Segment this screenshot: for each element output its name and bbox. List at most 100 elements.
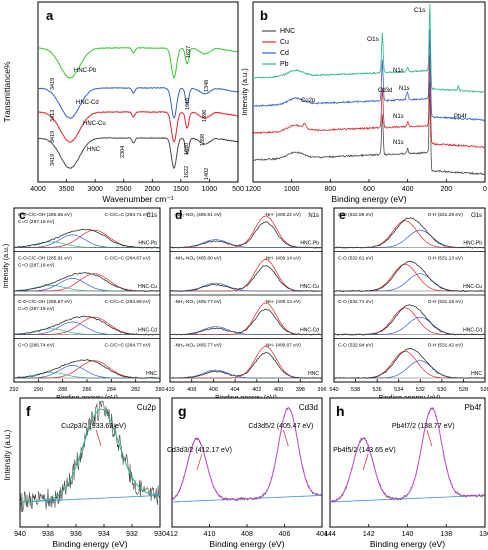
panel-e-row-label: HNC-Pb — [463, 241, 482, 247]
panel-b: b 1200 1000 800 600 400 200 0 Binding energy (… — [240, 1, 487, 204]
panel-e-peak-annotation: O-H (531.18 eV) — [428, 299, 464, 305]
panel-b-x-tick-label: 600 — [363, 186, 375, 193]
panel-f-raw-spectrum — [19, 400, 161, 513]
legend-label-cd: Cd — [280, 50, 289, 57]
panel-e-x-tick-label: 526 — [480, 387, 488, 393]
panel-h-fit-line — [329, 408, 485, 503]
panel-a-series-label-hnc-cu: HNC-Cu — [83, 121, 106, 127]
panel-g-x-tick-label: 406 — [279, 531, 291, 538]
panel-c-envelope-line — [13, 228, 161, 249]
panel-c-row-label: HNC-Cu — [138, 284, 157, 290]
panel-e-peak-annotation: C-O (532.71 eV) — [338, 299, 374, 305]
panel-d-peak-annotation: -NH- (400.14 eV) — [264, 256, 301, 262]
panel-b-x-axis-label: Binding energy (eV) — [331, 194, 406, 204]
panel-d-row-label: HNC-Cu — [300, 284, 319, 290]
panel-g-frame — [171, 397, 323, 528]
panel-c-envelope-line — [13, 272, 161, 292]
panel-h-peak-annotation: Pb4f7/2 (138.77 eV) — [392, 423, 455, 430]
panel-d-x-tick-label: 398 — [296, 387, 305, 393]
panel-e-peak-annotation: O-H (531.29 eV) — [428, 212, 464, 218]
panel-g-x-tick-label: 410 — [204, 531, 216, 538]
panel-a-x-tick-label: 2500 — [116, 186, 132, 193]
panel-h-x-tick-label: 140 — [402, 531, 414, 538]
panel-c-y-axis-label: Intensity (a.u.) — [3, 244, 10, 288]
panel-d-peak-annotation: -NH₂-NO₃ (405.80 eV) — [174, 256, 222, 262]
panel-b-y-axis-label: Intensity (a.u.) — [240, 68, 249, 116]
panel-c-x-tick-label: 292 — [9, 387, 18, 393]
panel-d-row-label: HNC — [308, 371, 319, 377]
panel-d-peak-annotation: -NH₂-NO₃ (405.77 eV) — [174, 343, 222, 349]
panel-b-annotation-cd3d: Cd3d — [378, 88, 392, 94]
panel-e-row-label: HNC-Cu — [463, 284, 482, 290]
panel-h-x-axis-label: Binding energy (eV) — [370, 539, 445, 549]
panel-f-x-tick-label: 936 — [70, 531, 82, 538]
panel-b-x-tick-label: 0 — [483, 186, 487, 193]
panel-g-peak-pointer — [196, 453, 203, 471]
panel-h-x-tick-label: 142 — [363, 531, 375, 538]
panel-f-peak-annotation: Cu2p3/2 (933.63 eV) — [61, 423, 126, 430]
panel-d-x-tick-label: 406 — [209, 387, 218, 393]
panel-f-fit-line — [20, 408, 160, 503]
panel-e-x-tick-label: 540 — [329, 387, 338, 393]
panel-a-peak-annotation: 2304 — [120, 146, 126, 158]
panel-b-annotation-n1s: N1s — [393, 68, 404, 74]
panel-a-peak-annotation: 1348 — [204, 80, 210, 92]
panel-g-peak-annotation: Cd3d3/2 (412.17 eV) — [167, 447, 232, 454]
panel-f-x-tick-label: 938 — [42, 531, 54, 538]
panel-d-peak-annotation: -NH- (400.07 eV) — [264, 343, 301, 349]
panel-a-x-tick-label: 3500 — [59, 186, 75, 193]
panel-b-x-ticks: 1200 1000 800 600 400 200 0 — [245, 179, 487, 193]
panel-b-x-tick-label: 200 — [440, 186, 452, 193]
panel-b-x-tick-label: 800 — [324, 186, 336, 193]
panel-c-x-tick-label: 280 — [155, 387, 164, 393]
panel-a-y-axis-label: Transmittance% — [2, 61, 12, 123]
panel-c-x-tick-label: 288 — [58, 387, 67, 393]
panel-f: f Cu2p Cu2p3/2 (933.63 eV) 940 938 936 934 932 9… — [14, 397, 166, 549]
panel-b-annotation-n1s: N1s — [393, 114, 404, 120]
panel-g: g Cd3d Cd3d5/2 (405.47 eV) Cd3d3/2 (412.17 … — [166, 397, 328, 549]
panel-a-series-hnc-cu-line — [37, 110, 238, 143]
panel-d-x-tick-label: 410 — [165, 387, 174, 393]
panel-c-peak-annotation: C-C/C=C (284.67 eV) — [105, 256, 151, 262]
panel-c-peak-annotation: C=O (287.18 eV) — [18, 219, 55, 225]
panel-e: e O1s HNC-Pb C-O (532.86 eV) O-H (531.29 eV)… — [329, 207, 488, 402]
panel-b-x-tick-label: 1200 — [245, 186, 261, 193]
panel-f-x-tick-label: 930 — [154, 531, 166, 538]
panel-b-series-cu-line — [252, 54, 486, 149]
panel-a-series-label-hnc: HNC — [87, 147, 101, 153]
panel-e-peak-annotation: O-H (531.13 eV) — [428, 256, 464, 262]
panel-c-peak-annotation: C-C/C=C (284.71 eV) — [105, 212, 151, 218]
panel-a-x-tick-label: 3000 — [87, 186, 103, 193]
panel-b-label: b — [260, 8, 268, 23]
panel-d-peak-annotation: -NH- (400.22 eV) — [264, 212, 301, 218]
panel-c-row-label: HNC — [146, 371, 157, 377]
panel-g-fit-line — [171, 407, 322, 501]
panel-g-x-axis-label: Binding energy (eV) — [209, 539, 284, 549]
panel-f-peak-pointer — [95, 429, 102, 447]
panel-b-curves — [252, 3, 486, 176]
panel-d-x-tick-label: 396 — [317, 387, 326, 393]
panel-h: h Pb4f Pb4f7/2 (138.77 eV) Pb4f5/2 (143.65 … — [324, 397, 488, 549]
panel-g-label: g — [178, 403, 187, 419]
panel-h-x-tick-label: 136 — [479, 531, 488, 538]
panel-a-series-label-hnc-cd: HNC-Cd — [76, 100, 99, 106]
panel-a-peak-annotation: 3419 — [50, 131, 56, 143]
panel-c-label: c — [19, 208, 26, 222]
panel-d-row-label: HNC-Cd — [300, 328, 319, 334]
panel-a-peak-annotation: 1616 — [185, 98, 191, 110]
panel-h-corner-label: Pb4f — [465, 403, 482, 412]
panel-b-x-tick-label: 1000 — [284, 186, 300, 193]
panel-d-x-tick-label: 402 — [252, 387, 261, 393]
panel-b-series-pb-line — [252, 3, 486, 94]
legend-label-hnc: HNC — [280, 28, 295, 35]
panel-a-series-label-hnc-pb: HNC-Pb — [74, 68, 97, 74]
panel-e-envelope-line — [333, 260, 486, 293]
panel-b-frame — [252, 1, 486, 183]
panel-b-annotation-n1s: N1s — [399, 86, 410, 92]
panel-a: a 4000 3500 3000 2500 2000 1500 1000 500 Wavenu… — [2, 1, 244, 204]
panel-e-label: e — [339, 208, 346, 222]
panel-e-corner-label: O1s — [471, 213, 482, 219]
panel-a-curves — [37, 47, 238, 170]
